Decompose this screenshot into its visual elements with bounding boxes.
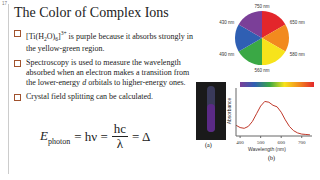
html-text:The Color of Complex Ions: The Color of Complex Ions — [14, 5, 169, 20]
svg-text:490 nm: 490 nm — [219, 52, 234, 57]
html-text:Absorbance: Absorbance — [226, 97, 232, 125]
svg-text:600: 600 — [277, 140, 285, 145]
html-text:Spectroscopy is used to measur: Spectroscopy is used to measure the wave… — [26, 58, 190, 88]
html-text:Ephoton = hν = hc: Ephoton = hν = hc — [40, 121, 126, 146]
svg-text:500: 500 — [257, 140, 265, 145]
html-text:Crystal field splitting can be: Crystal field splitting can be calculate… — [26, 92, 154, 102]
svg-text:580 nm: 580 nm — [290, 52, 305, 57]
html-text:[Ti(H2O)6]3+is purple because: [Ti(H2O)6]3+is purple because it absorbs… — [26, 30, 193, 54]
svg-text:750 nm: 750 nm — [254, 4, 269, 9]
svg-text:650 nm: 650 nm — [290, 20, 305, 25]
html-text:17: 17 — [2, 1, 7, 6]
html-text:Wavelength (nm): Wavelength (nm) — [248, 146, 286, 152]
svg-text:400: 400 — [236, 140, 244, 145]
svg-text:560 nm: 560 nm — [254, 68, 269, 73]
html-text:(a): (a) — [205, 142, 212, 148]
html-text:(b): (b) — [268, 155, 275, 161]
svg-text:700: 700 — [298, 140, 306, 145]
html-text:λ: λ — [116, 136, 123, 151]
svg-text:430 nm: 430 nm — [219, 20, 234, 25]
html-text:= Δ: = Δ — [132, 128, 151, 144]
